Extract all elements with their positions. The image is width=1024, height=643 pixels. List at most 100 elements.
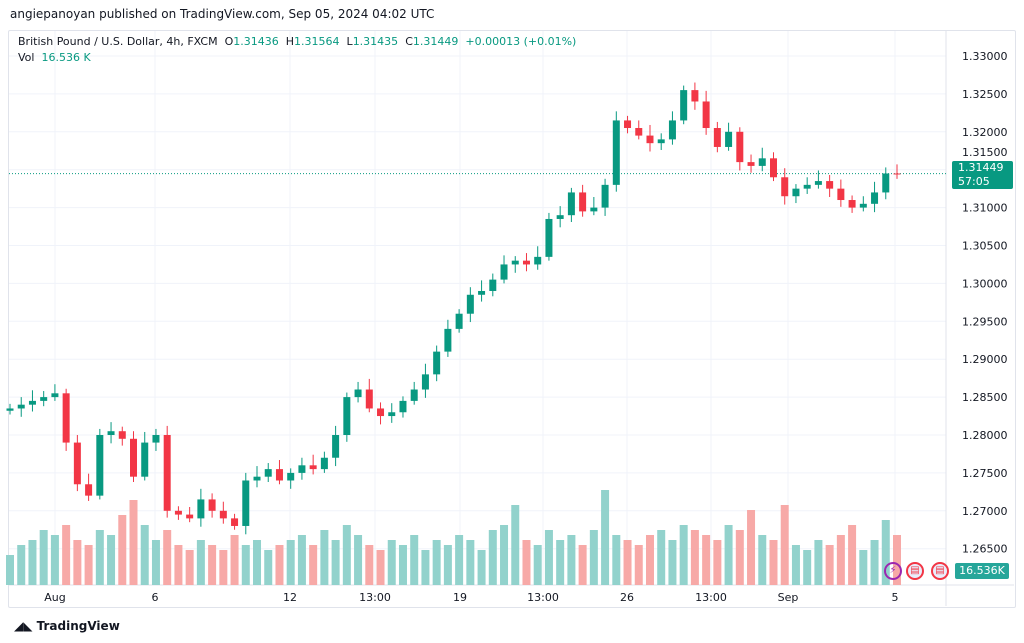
y-tick-label: 1.31500: [962, 146, 1008, 159]
volume-bar: [140, 525, 149, 585]
candle-body: [231, 518, 239, 526]
candle-body: [848, 200, 856, 208]
volume-bar: [376, 550, 385, 585]
candle-body: [208, 499, 216, 511]
x-tick-label: 19: [453, 591, 467, 604]
us-flag-event-icon[interactable]: ▤: [906, 562, 924, 580]
y-tick-label: 1.32000: [962, 126, 1008, 139]
candle-body: [837, 188, 845, 201]
candle-body: [713, 128, 721, 147]
volume-bar: [365, 545, 374, 585]
volume-bar: [612, 535, 621, 585]
low-value: 1.31435: [352, 35, 399, 48]
volume-bar: [455, 535, 464, 585]
candle-body: [410, 389, 418, 401]
candle-body: [500, 264, 508, 280]
candle-body: [85, 484, 93, 496]
candle-body: [624, 120, 632, 129]
volume-bar: [522, 540, 531, 585]
volume-bar: [735, 530, 744, 585]
volume-bar: [107, 535, 116, 585]
volume-bar: [309, 545, 318, 585]
candle-body: [28, 400, 36, 405]
y-tick-label: 1.27500: [962, 467, 1008, 480]
logo-icon: ◢◣: [14, 619, 37, 633]
volume-bar: [39, 530, 48, 585]
candle-body: [197, 499, 205, 519]
candle-body: [803, 184, 811, 189]
tradingview-logo[interactable]: ◢◣ TradingView: [14, 619, 120, 633]
volume-bar: [679, 525, 688, 585]
volume-bar: [410, 535, 419, 585]
y-tick-label: 1.31000: [962, 202, 1008, 215]
footer-brand: TradingView: [36, 619, 120, 633]
candle-body: [174, 510, 182, 515]
candle-body: [17, 404, 25, 409]
publisher-line: angiepanoyan published on TradingView.co…: [10, 7, 435, 21]
volume-bar: [724, 525, 733, 585]
x-tick-label: 13:00: [527, 591, 559, 604]
open-label: O: [224, 35, 234, 48]
y-tick-label: 1.30000: [962, 277, 1008, 290]
x-tick-label: Aug: [44, 591, 65, 604]
candle-body: [646, 135, 654, 144]
x-tick-label: 5: [892, 591, 899, 604]
volume-bar: [230, 535, 239, 585]
candle-body: [242, 480, 250, 526]
candle-body: [287, 472, 295, 481]
candle-body: [73, 442, 81, 485]
candle-body: [399, 400, 407, 413]
us-flag-event-icon[interactable]: ▤: [931, 562, 949, 580]
candle-body: [6, 408, 14, 411]
volume-bar: [870, 540, 879, 585]
close-value: 1.31449: [412, 35, 459, 48]
volume-bar: [702, 535, 711, 585]
x-tick-label: 13:00: [359, 591, 391, 604]
volume-bar: [488, 530, 497, 585]
change-value: +0.00013 (+0.01%): [465, 35, 577, 48]
candle-body: [725, 131, 733, 147]
lightning-event-icon[interactable]: ⚡: [884, 562, 902, 580]
candle-body: [545, 218, 553, 257]
candle-body: [118, 431, 126, 439]
volume-bar: [62, 525, 71, 585]
volume-bar: [859, 550, 868, 585]
symbol-title: British Pound / U.S. Dollar, 4h, FXCM: [18, 35, 218, 48]
candle-body: [354, 389, 362, 398]
candle-body: [781, 177, 789, 197]
y-tick-label: 1.28500: [962, 391, 1008, 404]
volume-bar: [219, 550, 228, 585]
volume-bar: [881, 520, 890, 585]
candle-body: [635, 128, 643, 136]
candle-body: [40, 397, 48, 401]
volume-bar: [275, 545, 284, 585]
candle-body: [253, 476, 261, 481]
candle-body: [455, 313, 463, 329]
volume-bar: [241, 545, 250, 585]
chart-frame[interactable]: [8, 30, 1016, 608]
candle-body: [388, 412, 396, 417]
candle-body: [579, 192, 587, 212]
volume-bar: [6, 555, 14, 585]
volume-bar: [578, 545, 587, 585]
volume-bar: [354, 535, 363, 585]
volume-bar: [331, 540, 340, 585]
candle-body: [377, 408, 385, 417]
volume-bar: [601, 490, 610, 585]
volume-bar: [196, 540, 205, 585]
candle-body: [466, 294, 474, 314]
volume-bar: [84, 545, 93, 585]
volume-bar: [398, 545, 407, 585]
candle-body: [107, 431, 115, 435]
volume-bar: [208, 545, 217, 585]
volume-badge: 16.536K: [955, 563, 1009, 579]
candle-body: [96, 435, 104, 496]
candle-body: [163, 435, 171, 511]
candle-body: [736, 131, 744, 163]
x-tick-label: Sep: [778, 591, 799, 604]
y-tick-label: 1.28000: [962, 429, 1008, 442]
candle-body: [758, 158, 766, 166]
candle-body: [489, 279, 497, 291]
volume-bar: [769, 540, 778, 585]
